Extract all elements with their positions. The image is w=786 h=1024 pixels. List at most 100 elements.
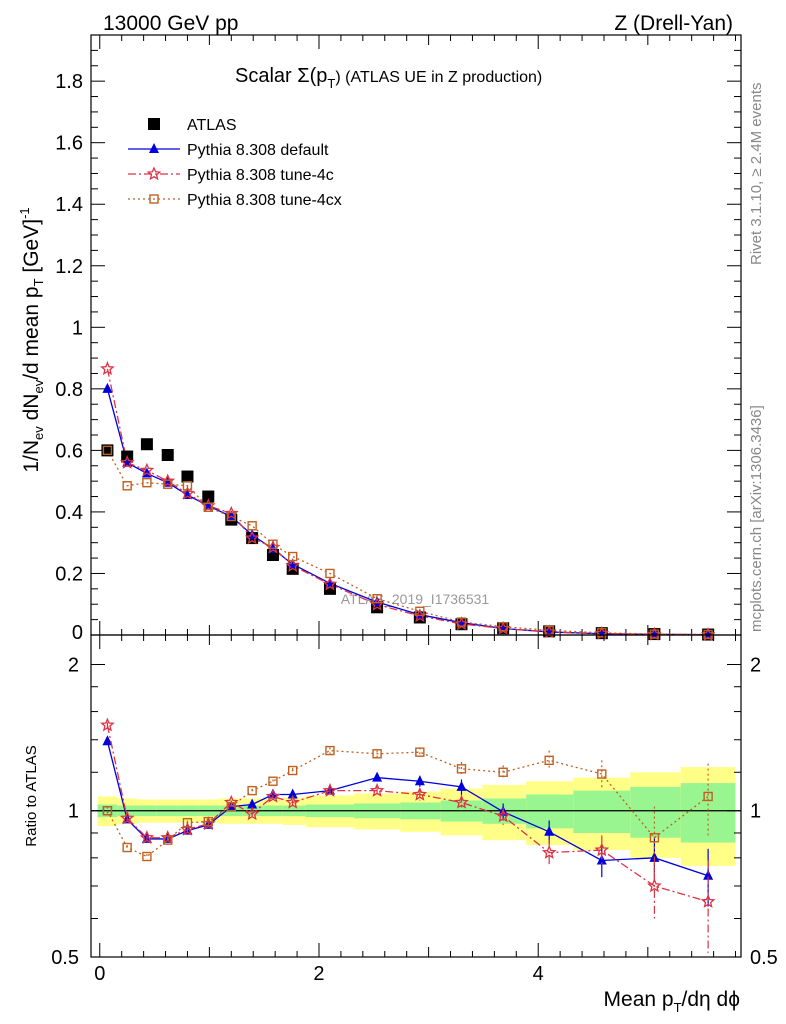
uncertainty-band-inner xyxy=(573,790,631,833)
ratio-point-pythia-8-308-default xyxy=(287,788,298,799)
data-point-pythia-8-308-tune-4cx xyxy=(226,511,237,522)
ratio-frame xyxy=(90,634,742,958)
y-tick-label-zero: 0 xyxy=(72,622,83,644)
data-point-atlas xyxy=(140,438,153,451)
ratio-point-pythia-8-308-tune-4c xyxy=(647,878,662,893)
x-tick-label: 0 xyxy=(94,963,105,985)
data-point-pythia-8-308-tune-4cx xyxy=(287,551,298,562)
ratio-point-pythia-8-308-tune-4c xyxy=(454,794,469,809)
ratio-point-pythia-8-308-default xyxy=(596,854,607,865)
data-point-pythia-8-308-tune-4cx xyxy=(268,539,278,549)
y-tick-label: 0.6 xyxy=(55,440,83,462)
ratio-point-pythia-8-308-tune-4c xyxy=(180,821,195,836)
legend: ATLAS Pythia 8.308 default Pythia 8.308 tu… xyxy=(128,117,342,209)
data-point-pythia-8-308-tune-4c xyxy=(100,361,115,376)
ratio-y-tick-label-right: 0.5 xyxy=(750,947,778,969)
ratio-point-pythia-8-308-tune-4cx xyxy=(649,833,660,843)
x-tick-label: 2 xyxy=(313,963,324,985)
ratio-point-pythia-8-308-tune-4c xyxy=(119,810,135,825)
ratio-point-pythia-8-308-tune-4cx xyxy=(203,816,213,827)
y-tick-label: 1.2 xyxy=(55,256,83,278)
ratio-ylabel: Ratio to ATLAS xyxy=(23,745,40,846)
data-point-atlas xyxy=(161,449,174,461)
mcplots-label: mcplots.cern.ch [arXiv:1306.3436] xyxy=(748,405,765,632)
y-tick-label: 1.4 xyxy=(55,194,83,216)
ratio-point-pythia-8-308-tune-4cx xyxy=(226,801,237,812)
data-point-pythia-8-308-tune-4cx xyxy=(122,481,132,491)
data-point-pythia-8-308-tune-4cx xyxy=(325,568,335,579)
ratio-point-pythia-8-308-tune-4cx xyxy=(122,842,132,853)
ratio-point-pythia-8-308-tune-4c xyxy=(412,786,428,801)
ratio-point-pythia-8-308-tune-4cx xyxy=(498,767,508,777)
data-point-pythia-8-308-default xyxy=(372,596,383,607)
y-tick-label: 0.4 xyxy=(55,502,83,524)
legend-label-pythia-8-308-default: Pythia 8.308 default xyxy=(187,142,329,159)
data-point-pythia-8-308-tune-4cx xyxy=(182,481,193,491)
ratio-point-pythia-8-308-default xyxy=(414,775,425,786)
ratio-point-pythia-8-308-tune-4c xyxy=(369,782,385,797)
data-point-pythia-8-308-tune-4c xyxy=(285,558,301,572)
data-point-pythia-8-308-tune-4cx xyxy=(102,445,113,456)
ratio-point-pythia-8-308-tune-4cx xyxy=(415,747,425,757)
plot-title: Scalar Σ(pT) (ATLAS UE in Z production) xyxy=(235,65,542,91)
data-point-pythia-8-308-tune-4cx xyxy=(142,477,152,488)
y-tick-label: 1.6 xyxy=(55,133,83,155)
data-point-pythia-8-308-tune-4c xyxy=(223,505,239,520)
ratio-point-pythia-8-308-default xyxy=(544,825,555,836)
y-tick-label: 1 xyxy=(72,317,83,339)
data-point-pythia-8-308-tune-4cx xyxy=(372,593,382,604)
data-point-pythia-8-308-default xyxy=(287,558,298,569)
uncertainty-band-inner xyxy=(630,786,681,838)
ratio-point-pythia-8-308-default xyxy=(247,798,258,809)
ratio-point-pythia-8-308-tune-4cx xyxy=(325,745,335,756)
data-point-pythia-8-308-tune-4cx xyxy=(203,502,213,513)
legend-marker-pythia-8-308-default xyxy=(149,143,159,153)
ratio-y-tick-label: 0.5 xyxy=(51,947,79,969)
legend-marker-atlas xyxy=(148,118,160,130)
ratio-point-pythia-8-308-default xyxy=(267,788,278,799)
data-point-pythia-8-308-tune-4c xyxy=(160,473,176,488)
ratio-point-pythia-8-308-tune-4c xyxy=(322,782,338,797)
data-point-pythia-8-308-tune-4cx xyxy=(498,621,508,632)
header-left: 13000 GeV pp xyxy=(103,12,238,35)
rivet-label: Rivet 3.1.10, ≥ 2.4M events xyxy=(748,83,765,266)
data-point-pythia-8-308-tune-4cx xyxy=(247,521,257,531)
data-point-pythia-8-308-default xyxy=(102,382,113,393)
y-tick-label: 0.2 xyxy=(55,563,83,585)
ratio-point-pythia-8-308-tune-4c xyxy=(495,808,511,823)
ratio-point-pythia-8-308-tune-4cx xyxy=(544,755,554,766)
main-panel: 0.2 0.4 0.6 0.8 1 1.2 1.4 1.6 1.8 0 xyxy=(55,34,742,644)
data-point-pythia-8-308-tune-4c xyxy=(119,455,135,469)
data-point-atlas xyxy=(181,470,194,483)
ratio-y-tick-label: 2 xyxy=(68,654,79,676)
data-point-pythia-8-308-tune-4cx xyxy=(597,628,607,638)
data-point-pythia-8-308-tune-4c xyxy=(322,576,338,591)
ratio-point-pythia-8-308-tune-4cx xyxy=(372,749,382,759)
x-axis-label: Mean pT/dη dϕ xyxy=(604,988,740,1015)
y-tick-label: 1.8 xyxy=(55,71,83,93)
header-right: Z (Drell-Yan) xyxy=(614,12,733,35)
ratio-point-pythia-8-308-tune-4c xyxy=(594,842,610,857)
legend-marker-pythia-8-308-tune-4cx xyxy=(149,194,159,204)
data-point-pythia-8-308-tune-4cx xyxy=(649,629,660,639)
ratio-point-pythia-8-308-default xyxy=(372,771,383,782)
ratio-y-tick-label: 1 xyxy=(68,801,79,823)
legend-marker-pythia-8-308-tune-4c xyxy=(146,166,162,181)
data-point-pythia-8-308-tune-4cx xyxy=(415,606,425,617)
ratio-point-pythia-8-308-tune-4cx xyxy=(142,851,152,862)
data-point-pythia-8-308-tune-4cx xyxy=(544,625,554,636)
data-point-pythia-8-308-tune-4cx xyxy=(456,617,467,627)
ratio-point-pythia-8-308-tune-4c xyxy=(100,717,115,732)
data-point-pythia-8-308-tune-4c xyxy=(180,485,195,500)
legend-label-pythia-8-308-tune-4c: Pythia 8.308 tune-4c xyxy=(187,167,334,184)
ratio-point-pythia-8-308-tune-4c xyxy=(541,844,557,859)
ratio-point-pythia-8-308-tune-4c xyxy=(285,794,301,809)
legend-label-pythia-8-308-tune-4cx: Pythia 8.308 tune-4cx xyxy=(187,192,342,209)
ratio-line-pythia-8-308-tune-4cx xyxy=(106,749,709,858)
ratio-point-pythia-8-308-default xyxy=(456,780,467,791)
ratio-point-pythia-8-308-tune-4cx xyxy=(456,764,467,774)
ratio-point-pythia-8-308-tune-4cx xyxy=(597,769,607,779)
data-point-pythia-8-308-tune-4cx xyxy=(163,479,173,489)
legend-label-atlas: ATLAS xyxy=(187,117,237,134)
